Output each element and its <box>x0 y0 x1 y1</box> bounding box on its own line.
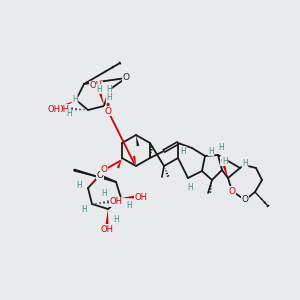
Text: O: O <box>242 196 248 205</box>
Text: OH: OH <box>56 104 70 113</box>
Text: O: O <box>122 74 130 82</box>
Text: H: H <box>106 85 112 94</box>
Text: O: O <box>97 170 104 179</box>
Text: H: H <box>66 110 72 118</box>
Polygon shape <box>223 166 228 178</box>
Text: H: H <box>81 206 87 214</box>
Text: H: H <box>218 142 224 152</box>
Polygon shape <box>99 92 104 106</box>
Text: H: H <box>180 146 186 155</box>
Text: OH: OH <box>47 106 61 115</box>
Text: H: H <box>187 184 193 193</box>
Text: H: H <box>208 146 214 155</box>
Text: OH: OH <box>110 197 122 206</box>
Polygon shape <box>121 196 135 198</box>
Text: H: H <box>242 158 248 167</box>
Polygon shape <box>133 156 136 166</box>
Polygon shape <box>106 90 110 106</box>
Polygon shape <box>88 174 101 188</box>
Text: H: H <box>101 190 107 199</box>
Text: OH: OH <box>134 193 148 202</box>
Text: O: O <box>229 187 236 196</box>
Text: H: H <box>72 95 78 104</box>
Text: O: O <box>100 166 107 175</box>
Text: H: H <box>96 85 102 94</box>
Polygon shape <box>106 209 108 224</box>
Polygon shape <box>61 100 76 108</box>
Text: H: H <box>106 94 112 103</box>
Polygon shape <box>117 158 122 169</box>
Polygon shape <box>136 135 140 146</box>
Text: OH: OH <box>100 224 113 233</box>
Text: H: H <box>76 182 82 190</box>
Text: O: O <box>104 106 112 116</box>
Polygon shape <box>74 169 116 182</box>
Text: H: H <box>222 157 228 166</box>
Text: H: H <box>126 202 132 211</box>
Text: OH: OH <box>89 82 103 91</box>
Text: H: H <box>113 215 119 224</box>
Text: O: O <box>220 157 227 166</box>
